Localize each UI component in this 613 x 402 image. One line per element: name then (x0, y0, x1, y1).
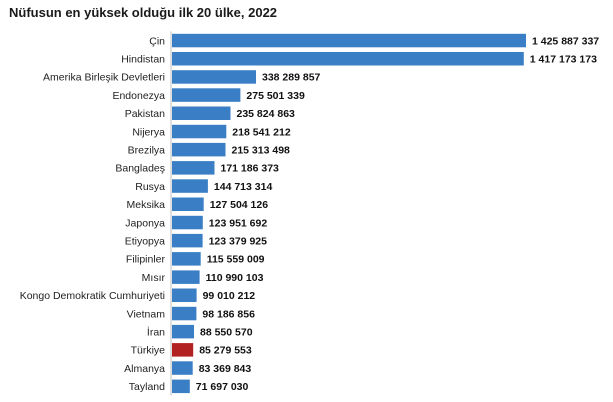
category-label: Filipinler (126, 254, 166, 266)
bar-9 (172, 197, 204, 211)
value-label: 235 824 863 (237, 108, 296, 120)
category-label: Brezilya (128, 145, 166, 157)
value-label: 1 417 173 173 (530, 54, 597, 66)
bar-14 (172, 288, 197, 302)
category-label: Meksika (126, 199, 165, 211)
bar-2 (172, 70, 256, 84)
category-label: Almanya (124, 363, 165, 375)
chart-title: Nüfusun en yüksek olduğu ilk 20 ülke, 20… (9, 5, 278, 20)
category-label: Kongo Demokratik Cumhuriyeti (20, 290, 165, 302)
value-label: 218 541 212 (232, 126, 291, 138)
value-label: 275 501 339 (246, 90, 305, 102)
category-label: Japonya (125, 217, 165, 229)
bar-1 (172, 52, 524, 66)
category-label: İran (147, 326, 165, 339)
bar-17 (172, 343, 194, 357)
value-label: 83 369 843 (199, 363, 252, 375)
category-label: Pakistan (125, 108, 165, 120)
value-label: 85 279 553 (199, 345, 252, 357)
bar-19 (172, 379, 190, 394)
bar-7 (172, 161, 215, 175)
category-label: Nijerya (132, 126, 165, 138)
category-label: Amerika Birleşik Devletleri (43, 72, 165, 84)
bar-13 (172, 270, 200, 284)
value-label: 110 990 103 (206, 272, 264, 284)
bar-16 (172, 324, 194, 339)
value-label: 98 186 856 (202, 308, 255, 320)
category-label: Bangladeş (115, 163, 165, 175)
bar-18 (172, 361, 193, 375)
value-label: 338 289 857 (262, 72, 321, 84)
value-label: 144 713 314 (214, 181, 273, 193)
bars-group (172, 33, 526, 394)
category-label: Tayland (129, 381, 165, 393)
bar-12 (172, 252, 201, 266)
category-label: Rusya (135, 181, 165, 193)
bar-6 (172, 142, 226, 157)
bar-15 (172, 306, 197, 321)
value-label: 115 559 009 (207, 254, 265, 266)
value-label: 1 425 887 337 (532, 35, 599, 47)
category-label: Çin (149, 35, 165, 47)
category-label: Endonezya (112, 90, 165, 102)
category-labels: Çin Hindistan Amerika Birleşik Devletleri E… (20, 35, 166, 393)
bar-11 (172, 233, 203, 248)
category-label: Türkiye (131, 345, 166, 357)
value-label: 127 504 126 (210, 199, 269, 211)
value-label: 215 313 498 (232, 145, 291, 157)
category-label: Etiyopya (125, 236, 165, 248)
value-label: 99 010 212 (203, 290, 256, 302)
value-label: 71 697 030 (196, 381, 249, 393)
bar-5 (172, 124, 227, 139)
value-label: 88 550 570 (200, 327, 253, 339)
bar-3 (172, 88, 241, 102)
value-label: 123 951 692 (209, 217, 268, 229)
bar-0 (172, 33, 526, 48)
value-label: 123 379 925 (209, 236, 268, 248)
value-labels: 1 425 887 337 1 417 173 173 338 289 857 275… (196, 35, 600, 393)
category-label: Vietnam (127, 308, 166, 320)
category-label: Mısır (142, 272, 166, 284)
bar-8 (172, 179, 208, 193)
value-label: 171 186 373 (221, 163, 280, 175)
bar-4 (172, 106, 231, 120)
bar-10 (172, 215, 203, 230)
category-label: Hindistan (121, 54, 165, 66)
